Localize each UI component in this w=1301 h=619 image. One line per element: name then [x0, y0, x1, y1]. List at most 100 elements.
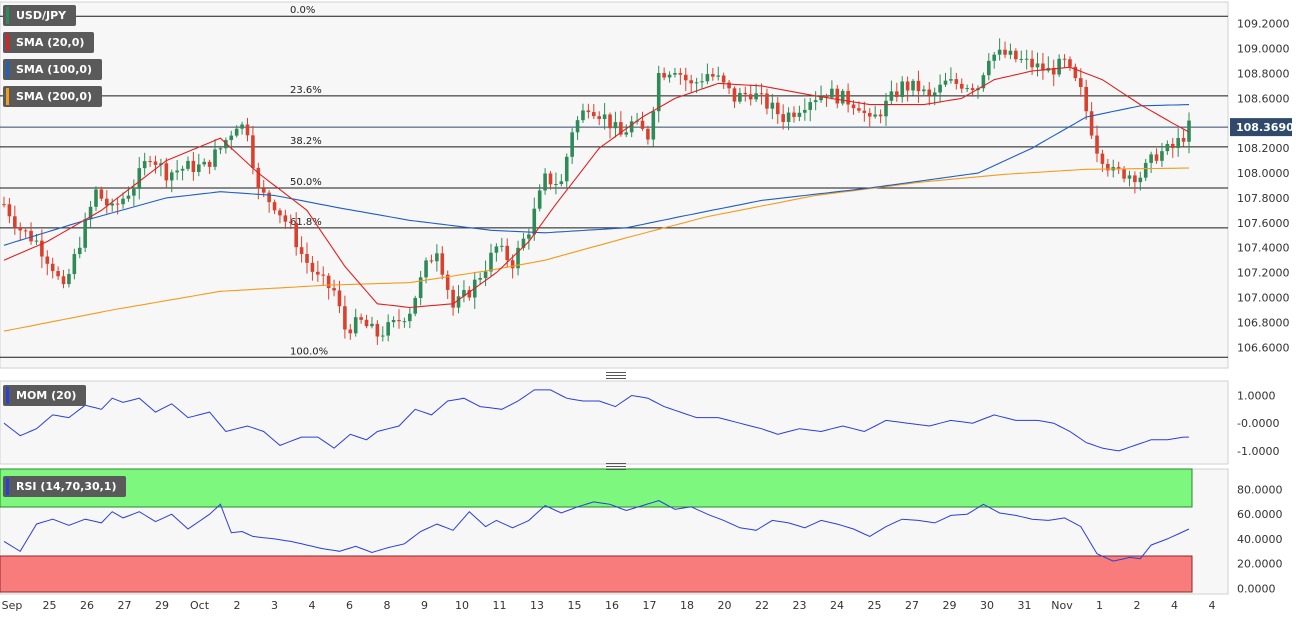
candle — [288, 214, 293, 230]
candle — [142, 152, 147, 176]
candle — [56, 266, 60, 280]
mom-axis-tick: 1.0000 — [1237, 389, 1276, 402]
candle — [13, 205, 17, 235]
sma100-tag[interactable]: SMA (100,0) — [3, 59, 103, 80]
candle — [353, 308, 358, 337]
candle — [900, 76, 905, 103]
candle — [229, 130, 234, 150]
sma20-tag[interactable]: SMA (20,0) — [3, 32, 95, 53]
candle — [380, 326, 385, 342]
candle — [1181, 128, 1186, 147]
sma200-line — [3, 167, 1189, 332]
candle — [186, 156, 190, 171]
symbol-label: USD/JPY — [16, 9, 67, 22]
fib-label: 38.2% — [290, 136, 322, 147]
candle — [489, 243, 493, 277]
candle — [878, 109, 883, 124]
candle — [537, 184, 542, 212]
candle — [267, 189, 271, 213]
candle — [851, 100, 856, 115]
candle — [943, 72, 948, 87]
mom-axis-tick: -1.0000 — [1237, 445, 1279, 458]
x-axis-tick: 2 — [1134, 599, 1141, 612]
candle — [402, 317, 407, 328]
candle — [575, 116, 580, 141]
candle — [564, 153, 569, 188]
candle — [2, 196, 6, 208]
candle — [959, 78, 964, 94]
x-axis-tick: 25 — [868, 599, 882, 612]
candle — [1100, 149, 1105, 172]
x-axis-tick: 30 — [980, 599, 994, 612]
pane-resize-handle[interactable] — [606, 372, 626, 379]
candle — [256, 162, 261, 200]
sma100-swatch — [6, 61, 9, 78]
candle — [640, 111, 645, 131]
rsi-tag[interactable]: RSI (14,70,30,1) — [3, 476, 127, 497]
candle — [949, 67, 953, 84]
candle — [1041, 52, 1045, 80]
candle — [911, 78, 915, 96]
candle — [997, 38, 1002, 61]
candle — [1019, 50, 1024, 63]
x-axis-tick: 2 — [234, 599, 241, 612]
candle — [1149, 151, 1153, 173]
rsi-swatch — [6, 478, 9, 495]
rsi-oversold-zone — [0, 555, 1193, 593]
candle — [164, 157, 169, 189]
candle — [673, 67, 677, 78]
candle — [781, 104, 785, 130]
candle — [678, 68, 683, 85]
candle — [727, 79, 731, 95]
candle — [954, 72, 959, 90]
candle — [272, 199, 277, 215]
sma100-label: SMA (100,0) — [16, 63, 93, 76]
x-axis-tick: 29 — [943, 599, 957, 612]
candle — [1089, 102, 1094, 139]
candle — [927, 82, 932, 106]
sma200-label: SMA (200,0) — [16, 90, 93, 103]
candle — [1068, 56, 1072, 71]
candle — [283, 209, 288, 229]
fib-label: 61.8% — [290, 217, 322, 228]
candle — [77, 236, 82, 259]
candle — [72, 248, 77, 280]
sma200-tag[interactable]: SMA (200,0) — [3, 86, 103, 107]
candle — [786, 107, 791, 131]
candle — [153, 155, 158, 174]
candle — [895, 82, 899, 102]
candle — [1003, 41, 1007, 59]
candle — [29, 222, 33, 245]
candle — [105, 190, 109, 214]
candle — [45, 250, 50, 276]
x-axis-tick: 16 — [605, 599, 619, 612]
candle — [316, 260, 320, 282]
mom-tag[interactable]: MOM (20) — [3, 385, 87, 406]
candle — [656, 65, 661, 123]
candle — [67, 268, 71, 288]
candle — [1170, 137, 1175, 158]
x-axis-tick: 1 — [1096, 599, 1103, 612]
x-axis-tick: 25 — [43, 599, 57, 612]
x-axis-tick: 18 — [680, 599, 694, 612]
candle — [1051, 59, 1056, 87]
momentum-panel — [0, 380, 1229, 465]
candle — [88, 200, 93, 229]
candle — [1116, 161, 1121, 174]
candle — [191, 151, 196, 181]
rsi-axis-tick: 0.0000 — [1237, 582, 1276, 595]
rsi-overbought-zone — [0, 468, 1193, 508]
candle — [770, 93, 775, 120]
pane-resize-handle[interactable] — [606, 463, 626, 470]
rsi-axis-tick: 40.0000 — [1237, 533, 1283, 546]
symbol-tag[interactable]: USD/JPY — [3, 5, 77, 26]
candle — [202, 158, 207, 167]
candle — [40, 229, 44, 269]
price-axis-tick: 106.6000 — [1237, 341, 1290, 354]
candle — [132, 179, 136, 207]
candle — [364, 314, 369, 329]
candle — [456, 285, 461, 314]
candle — [50, 257, 55, 279]
candle — [467, 286, 472, 301]
x-axis-tick: 4 — [309, 599, 316, 612]
